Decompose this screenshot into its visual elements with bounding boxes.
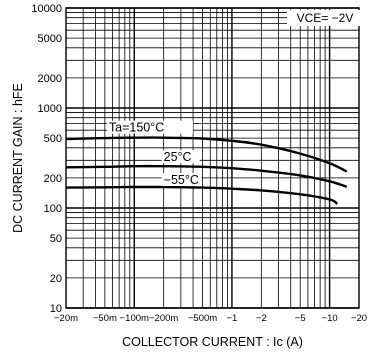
- plot-frame: [65, 7, 360, 309]
- y-tick-label: 500: [44, 133, 62, 145]
- x-tick-label: −200m: [149, 313, 178, 324]
- condition-box: VCE= −2V: [287, 10, 363, 26]
- y-tick-label: 1000: [38, 103, 62, 115]
- series-labels: Ta=150°C 25°C −55°C: [106, 120, 202, 187]
- y-tick-label: 200: [44, 173, 62, 185]
- series-label-55-c: −55°C: [164, 173, 199, 187]
- curve-ta-150-c: [65, 136, 348, 173]
- y-tick-label: 50: [50, 233, 62, 245]
- curve-25-c: [65, 164, 348, 188]
- series-label-background: [161, 173, 202, 187]
- series-label-background: [106, 120, 193, 134]
- y-tick-label: 20: [50, 273, 62, 285]
- y-tick-labels: 10 20 50 100 200 500 1000 2000 5000 10000: [31, 3, 62, 315]
- gain-curves: [65, 136, 348, 205]
- condition-background: [287, 10, 363, 26]
- y-tick-label: 10000: [31, 3, 62, 15]
- x-tick-label: −50m: [93, 313, 117, 324]
- x-tick-label: −5: [295, 313, 306, 324]
- x-tick-label: −10: [322, 313, 338, 324]
- condition-label: VCE= −2V: [297, 11, 354, 25]
- x-tick-labels: −20m −50m −100m −200m −500m −1 −2 −5 −10 −20: [54, 313, 367, 324]
- y-tick-label: 10: [50, 303, 62, 315]
- x-tick-label: −1: [227, 313, 238, 324]
- x-tick-label: −20: [351, 313, 367, 324]
- series-label-background: [161, 150, 200, 164]
- x-tick-label: −2: [256, 313, 267, 324]
- curve-55-c: [65, 185, 339, 205]
- series-label-25-c: 25°C: [164, 150, 192, 164]
- x-tick-label: −20m: [54, 313, 78, 324]
- y-tick-label: 2000: [38, 73, 62, 85]
- y-tick-label: 100: [44, 203, 62, 215]
- series-label-ta-150-c: Ta=150°C: [109, 121, 164, 135]
- y-tick-label: 5000: [38, 33, 62, 45]
- x-axis-title: COLLECTOR CURRENT : Ic (A): [122, 335, 303, 349]
- x-tick-label: −100m: [120, 313, 149, 324]
- y-axis-title: DC CURRENT GAIN : hFE: [11, 83, 25, 233]
- x-tick-label: −500m: [188, 313, 217, 324]
